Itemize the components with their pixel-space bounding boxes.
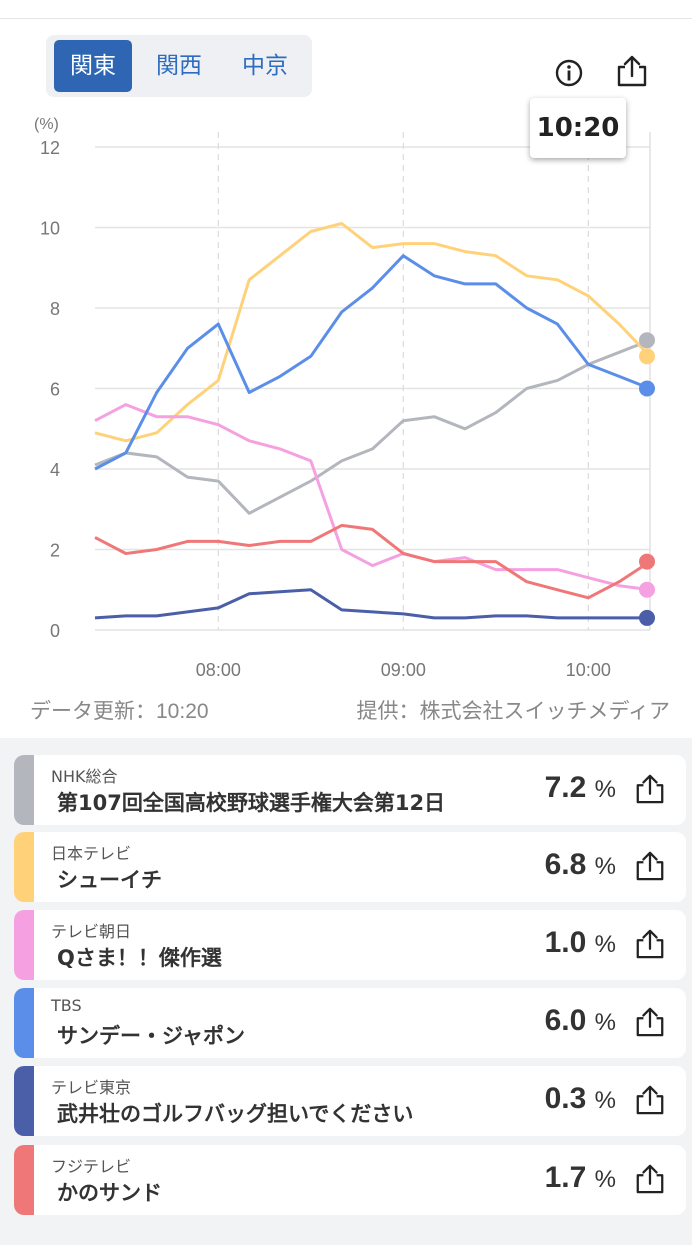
rating-unit: % xyxy=(594,1166,616,1193)
share-icon[interactable] xyxy=(634,1084,666,1120)
channel-color-bar xyxy=(14,1145,34,1215)
channel-color-bar xyxy=(14,832,34,902)
channel-color-bar xyxy=(14,755,34,825)
x-tick-label: 10:00 xyxy=(566,660,611,680)
tab-kansai[interactable]: 関西 xyxy=(156,53,202,79)
y-tick-label: 6 xyxy=(50,380,60,400)
station-name: TBS xyxy=(51,996,82,1015)
share-icon[interactable] xyxy=(634,928,666,964)
series-line xyxy=(94,523,651,600)
time-tooltip: 10:20 xyxy=(530,98,626,158)
channel-color-bar xyxy=(14,910,34,980)
program-title: サンデー・ジャポン xyxy=(57,1024,245,1048)
series-end-point xyxy=(639,380,655,397)
station-name: NHK総合 xyxy=(51,767,118,786)
program-title: 武井壮のゴルフバッグ担いでください xyxy=(57,1102,414,1126)
y-tick-label: 12 xyxy=(40,138,60,158)
region-tabs: 関東 関西 中京 xyxy=(46,35,312,97)
y-tick-label: 8 xyxy=(50,299,60,319)
data-updated: データ更新：10:20 xyxy=(30,700,209,723)
x-tick-label: 08:00 xyxy=(196,660,241,680)
y-axis-label: (%) xyxy=(34,116,59,133)
rating-unit: % xyxy=(594,853,616,880)
channel-card[interactable]: TBS サンデー・ジャポン 6.0 % xyxy=(14,988,686,1058)
channel-card[interactable]: 日本テレビシューイチ 6.8 % xyxy=(14,832,686,902)
series-end-point xyxy=(639,553,655,570)
station-name: テレビ朝日 xyxy=(51,922,132,941)
channel-card[interactable]: テレビ東京武井壮のゴルフバッグ担いでください 0.3 % xyxy=(14,1066,686,1136)
share-icon[interactable] xyxy=(634,773,666,809)
share-icon[interactable] xyxy=(634,1006,666,1042)
series-line xyxy=(94,338,651,515)
rating-value: 1.0 % xyxy=(544,926,616,959)
series-line xyxy=(94,254,651,471)
tab-kanto[interactable]: 関東 xyxy=(54,40,132,92)
series-end-point xyxy=(639,332,655,349)
rating-value: 6.8 % xyxy=(544,848,616,881)
y-tick-label: 10 xyxy=(40,219,60,239)
rating-chart[interactable]: 0 2 4 6 8 10 12 (%) 08:00 09:00 10:00 xyxy=(0,100,692,695)
share-icon[interactable] xyxy=(634,850,666,886)
program-title: かのサンド xyxy=(57,1181,162,1205)
share-icon[interactable] xyxy=(634,1163,666,1199)
rating-value: 0.3 % xyxy=(544,1082,616,1115)
channel-card[interactable]: テレビ朝日 Qさま！！傑作選 1.0 % xyxy=(14,910,686,980)
series-end-point xyxy=(639,609,655,626)
rating-unit: % xyxy=(594,931,616,958)
series-end-point xyxy=(639,348,655,365)
channel-card[interactable]: フジテレビかのサンド 1.7 % xyxy=(14,1145,686,1215)
channel-card[interactable]: NHK総合第107回全国高校野球選手権大会第12日 7.2 % xyxy=(14,755,686,825)
rating-value: 7.2 % xyxy=(544,771,616,804)
y-tick-label: 2 xyxy=(50,541,60,561)
program-title: シューイチ xyxy=(57,868,162,892)
series-line xyxy=(94,403,651,592)
rating-value: 1.7 % xyxy=(544,1161,616,1194)
y-tick-label: 4 xyxy=(50,460,60,480)
station-name: テレビ東京 xyxy=(51,1078,132,1097)
channel-color-bar xyxy=(14,988,34,1058)
station-name: フジテレビ xyxy=(51,1157,132,1176)
series-line xyxy=(94,588,650,620)
tab-chukyo[interactable]: 中京 xyxy=(242,53,288,79)
series-end-point xyxy=(639,581,655,598)
info-icon[interactable] xyxy=(554,58,584,92)
station-name: 日本テレビ xyxy=(51,844,132,863)
rating-unit: % xyxy=(594,1009,616,1036)
rating-unit: % xyxy=(594,776,616,803)
rating-value: 6.0 % xyxy=(544,1004,616,1037)
top-divider xyxy=(0,18,692,19)
channel-color-bar xyxy=(14,1066,34,1136)
program-title: 第107回全国高校野球選手権大会第12日 xyxy=(57,791,446,815)
data-provider: 提供：株式会社スイッチメディア xyxy=(356,700,670,723)
x-tick-label: 09:00 xyxy=(381,660,426,680)
rating-unit: % xyxy=(594,1087,616,1114)
share-icon[interactable] xyxy=(615,54,649,92)
series-line xyxy=(94,222,652,443)
program-title: Qさま！！傑作選 xyxy=(57,946,222,970)
y-tick-label: 0 xyxy=(50,621,60,641)
